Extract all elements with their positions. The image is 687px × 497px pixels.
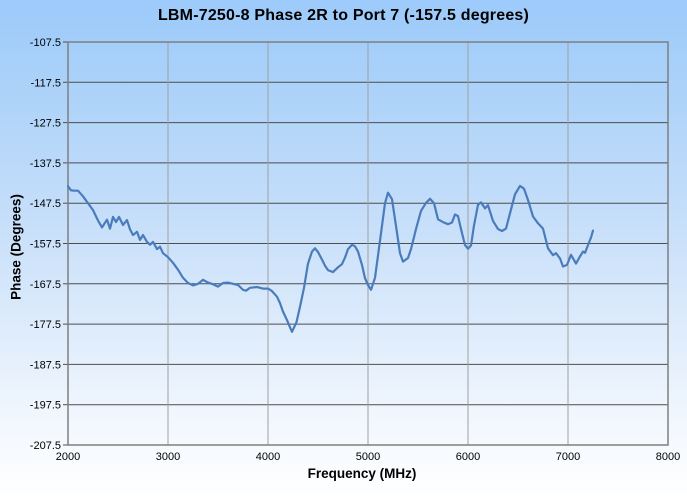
x-tick-label: 8000 xyxy=(656,451,680,463)
y-tick-label: -127.5 xyxy=(30,118,61,130)
x-axis-title: Frequency (MHz) xyxy=(307,466,417,481)
y-tick-label: -177.5 xyxy=(30,319,61,331)
y-tick-label: -137.5 xyxy=(30,158,61,170)
y-tick-label: -157.5 xyxy=(30,239,61,251)
y-tick-label: -167.5 xyxy=(30,279,61,291)
y-axis-title: Phase (Degrees) xyxy=(8,194,24,300)
phase-line xyxy=(66,184,595,333)
y-tick-label: -187.5 xyxy=(30,359,61,371)
y-tick-label: -207.5 xyxy=(30,440,61,452)
plot-border xyxy=(67,41,669,446)
y-tick-label: -197.5 xyxy=(30,400,61,412)
x-tick-label: 3000 xyxy=(156,451,180,463)
x-tick-label: 4000 xyxy=(256,451,280,463)
x-tick-label: 2000 xyxy=(56,451,80,463)
y-tick-label: -107.5 xyxy=(30,37,61,49)
y-tick-label: -147.5 xyxy=(30,198,61,210)
y-tick-label: -117.5 xyxy=(31,77,61,89)
x-tick-label: 6000 xyxy=(456,451,480,463)
x-tick-label: 5000 xyxy=(356,451,380,463)
chart-title: LBM-7250-8 Phase 2R to Port 7 (-157.5 de… xyxy=(157,7,530,24)
x-tick-label: 7000 xyxy=(556,451,580,463)
